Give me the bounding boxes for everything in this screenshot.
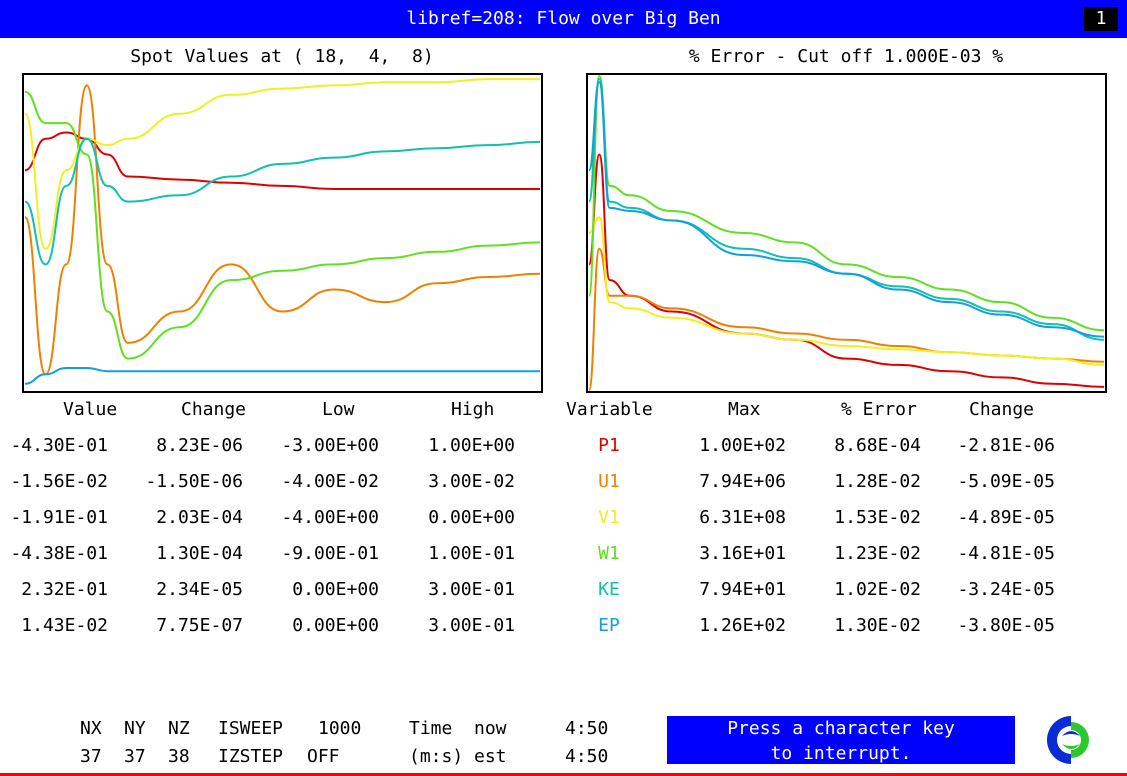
spot-cell: -3.00E+00	[281, 435, 379, 456]
error-cell: 1.28E-02	[834, 471, 921, 492]
series-line-ke	[24, 137, 541, 266]
series-line-w1	[24, 90, 541, 360]
interrupt-message-line2: to interrupt.	[770, 743, 912, 764]
error-plot-title: % Error - Cut off 1.000E-03 %	[688, 46, 1004, 67]
error-cell: 6.31E+08	[699, 507, 786, 528]
spot-cell: 0.00E+00	[292, 615, 379, 636]
spot-cell: 2.34E-05	[156, 579, 243, 600]
spot-cell: -1.91E-01	[10, 507, 108, 528]
ny-label: NY	[124, 718, 146, 739]
variable-name-w1: W1	[598, 543, 620, 564]
nz-label: NZ	[168, 718, 190, 739]
window-title: libref=208: Flow over Big Ben	[406, 8, 721, 29]
cham-logo-icon	[1045, 714, 1097, 766]
col-header-variable: Variable	[566, 399, 653, 420]
col-header-err-change: Change	[969, 399, 1035, 420]
spot-cell: 0.00E+00	[428, 507, 515, 528]
window-title-bar: libref=208: Flow over Big Ben 1	[0, 0, 1127, 38]
spot-cell: 8.23E-06	[156, 435, 243, 456]
page-number-badge: 1	[1084, 7, 1118, 31]
variable-name-ke: KE	[598, 579, 620, 600]
series-line-v1	[588, 216, 1105, 366]
interrupt-message-line1: Press a character key	[727, 718, 955, 739]
time-label: Time	[409, 718, 453, 739]
series-line-v1	[24, 78, 540, 250]
error-cell: -5.09E-05	[957, 471, 1055, 492]
error-cell: -4.89E-05	[957, 507, 1055, 528]
isweep-value: 1000	[318, 718, 362, 739]
ny-value: 37	[124, 746, 146, 767]
error-cell: -3.80E-05	[957, 615, 1055, 636]
spot-cell: -4.38E-01	[10, 543, 108, 564]
error-cell: 1.26E+02	[699, 615, 786, 636]
spot-cell: -4.00E+00	[281, 507, 379, 528]
series-line-p1	[24, 131, 540, 190]
spot-cell: 3.00E-02	[428, 471, 515, 492]
time-est-value: 4:50	[565, 746, 609, 767]
interrupt-message-box: Press a character key to interrupt.	[667, 716, 1015, 764]
isweep-label: ISWEEP	[218, 718, 284, 739]
error-cell: 3.16E+01	[699, 543, 786, 564]
col-header-error: % Error	[841, 399, 917, 420]
spot-cell: 2.32E-01	[21, 579, 108, 600]
spot-cell: -1.50E-06	[145, 471, 243, 492]
series-line-ep	[588, 81, 1105, 338]
variable-name-v1: V1	[598, 507, 620, 528]
spot-cell: 3.00E-01	[428, 579, 515, 600]
spot-cell: 0.00E+00	[292, 579, 379, 600]
error-cell: 8.68E-04	[834, 435, 921, 456]
spot-cell: 1.43E-02	[21, 615, 108, 636]
error-cell: 1.00E+02	[699, 435, 786, 456]
series-line-ep	[24, 367, 540, 385]
spot-cell: 1.00E-01	[428, 543, 515, 564]
variable-name-p1: P1	[598, 435, 620, 456]
spot-cell: -9.00E-01	[281, 543, 379, 564]
error-cell: 1.23E-02	[834, 543, 921, 564]
bottom-divider	[0, 773, 1127, 776]
spot-cell: 7.75E-07	[156, 615, 243, 636]
error-cell: -3.24E-05	[957, 579, 1055, 600]
error-plot	[586, 73, 1107, 393]
nz-value: 38	[168, 746, 190, 767]
spot-cell: 1.00E+00	[428, 435, 515, 456]
plot-frame	[22, 73, 543, 393]
series-line-u1	[24, 84, 541, 376]
spot-cell: 3.00E-01	[428, 615, 515, 636]
izstep-label: IZSTEP	[218, 746, 284, 767]
spot-values-title: Spot Values at ( 18, 4, 8)	[130, 46, 434, 67]
spot-values-plot	[22, 73, 543, 393]
time-units-label: (m:s)	[409, 746, 464, 767]
error-cell: 1.53E-02	[834, 507, 921, 528]
nx-label: NX	[80, 718, 102, 739]
error-cell: -4.81E-05	[957, 543, 1055, 564]
time-est-label: est	[474, 746, 507, 767]
col-header-max: Max	[728, 399, 761, 420]
col-header-value: Value	[63, 399, 118, 420]
col-header-high: High	[451, 399, 495, 420]
col-header-change: Change	[181, 399, 247, 420]
error-cell: 7.94E+01	[699, 579, 786, 600]
plot-frame	[586, 73, 1107, 393]
variable-name-u1: U1	[598, 471, 620, 492]
error-cell: 1.30E-02	[834, 615, 921, 636]
spot-cell: 1.30E-04	[156, 543, 243, 564]
spot-cell: 2.03E-04	[156, 507, 243, 528]
error-cell: 7.94E+06	[699, 471, 786, 492]
spot-cell: -4.00E-02	[281, 471, 379, 492]
izstep-value: OFF	[307, 746, 340, 767]
spot-cell: -1.56E-02	[10, 471, 108, 492]
time-now-label: now	[474, 718, 507, 739]
error-cell: 1.02E-02	[834, 579, 921, 600]
col-header-low: Low	[322, 399, 355, 420]
error-cell: -2.81E-06	[957, 435, 1055, 456]
nx-value: 37	[80, 746, 102, 767]
variable-name-ep: EP	[598, 615, 620, 636]
time-now-value: 4:50	[565, 718, 609, 739]
spot-cell: -4.30E-01	[10, 435, 108, 456]
